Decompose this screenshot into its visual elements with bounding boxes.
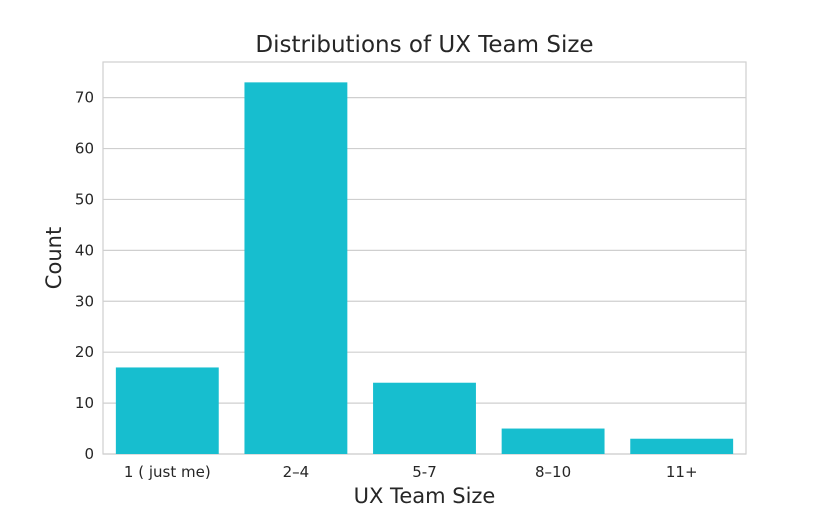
bars <box>115 82 734 454</box>
bar <box>244 82 348 454</box>
x-tick-label: 11+ <box>666 463 698 481</box>
y-tick-label: 10 <box>75 394 94 412</box>
y-tick-label: 50 <box>75 190 94 208</box>
y-tick-label: 20 <box>75 343 94 361</box>
x-axis-label: UX Team Size <box>354 484 496 508</box>
y-tick-label: 30 <box>75 292 94 310</box>
x-tick-label: 5-7 <box>412 463 437 481</box>
y-tick-label: 40 <box>75 241 94 259</box>
y-tick-labels: 0 10 20 30 40 50 60 70 <box>75 89 94 463</box>
bar <box>373 382 476 454</box>
x-tick-labels: 1 ( just me) 2–4 5-7 8–10 11+ <box>124 463 698 481</box>
chart-title: Distributions of UX Team Size <box>255 32 593 58</box>
bar <box>115 367 219 454</box>
bar <box>630 438 734 454</box>
x-tick-label: 1 ( just me) <box>124 463 211 481</box>
y-tick-label: 60 <box>75 140 94 158</box>
y-tick-label: 70 <box>75 89 94 107</box>
y-tick-label: 0 <box>84 445 94 463</box>
bar <box>501 428 605 454</box>
y-axis-label: Count <box>42 227 66 289</box>
x-tick-label: 2–4 <box>283 463 310 481</box>
x-tick-label: 8–10 <box>535 463 571 481</box>
